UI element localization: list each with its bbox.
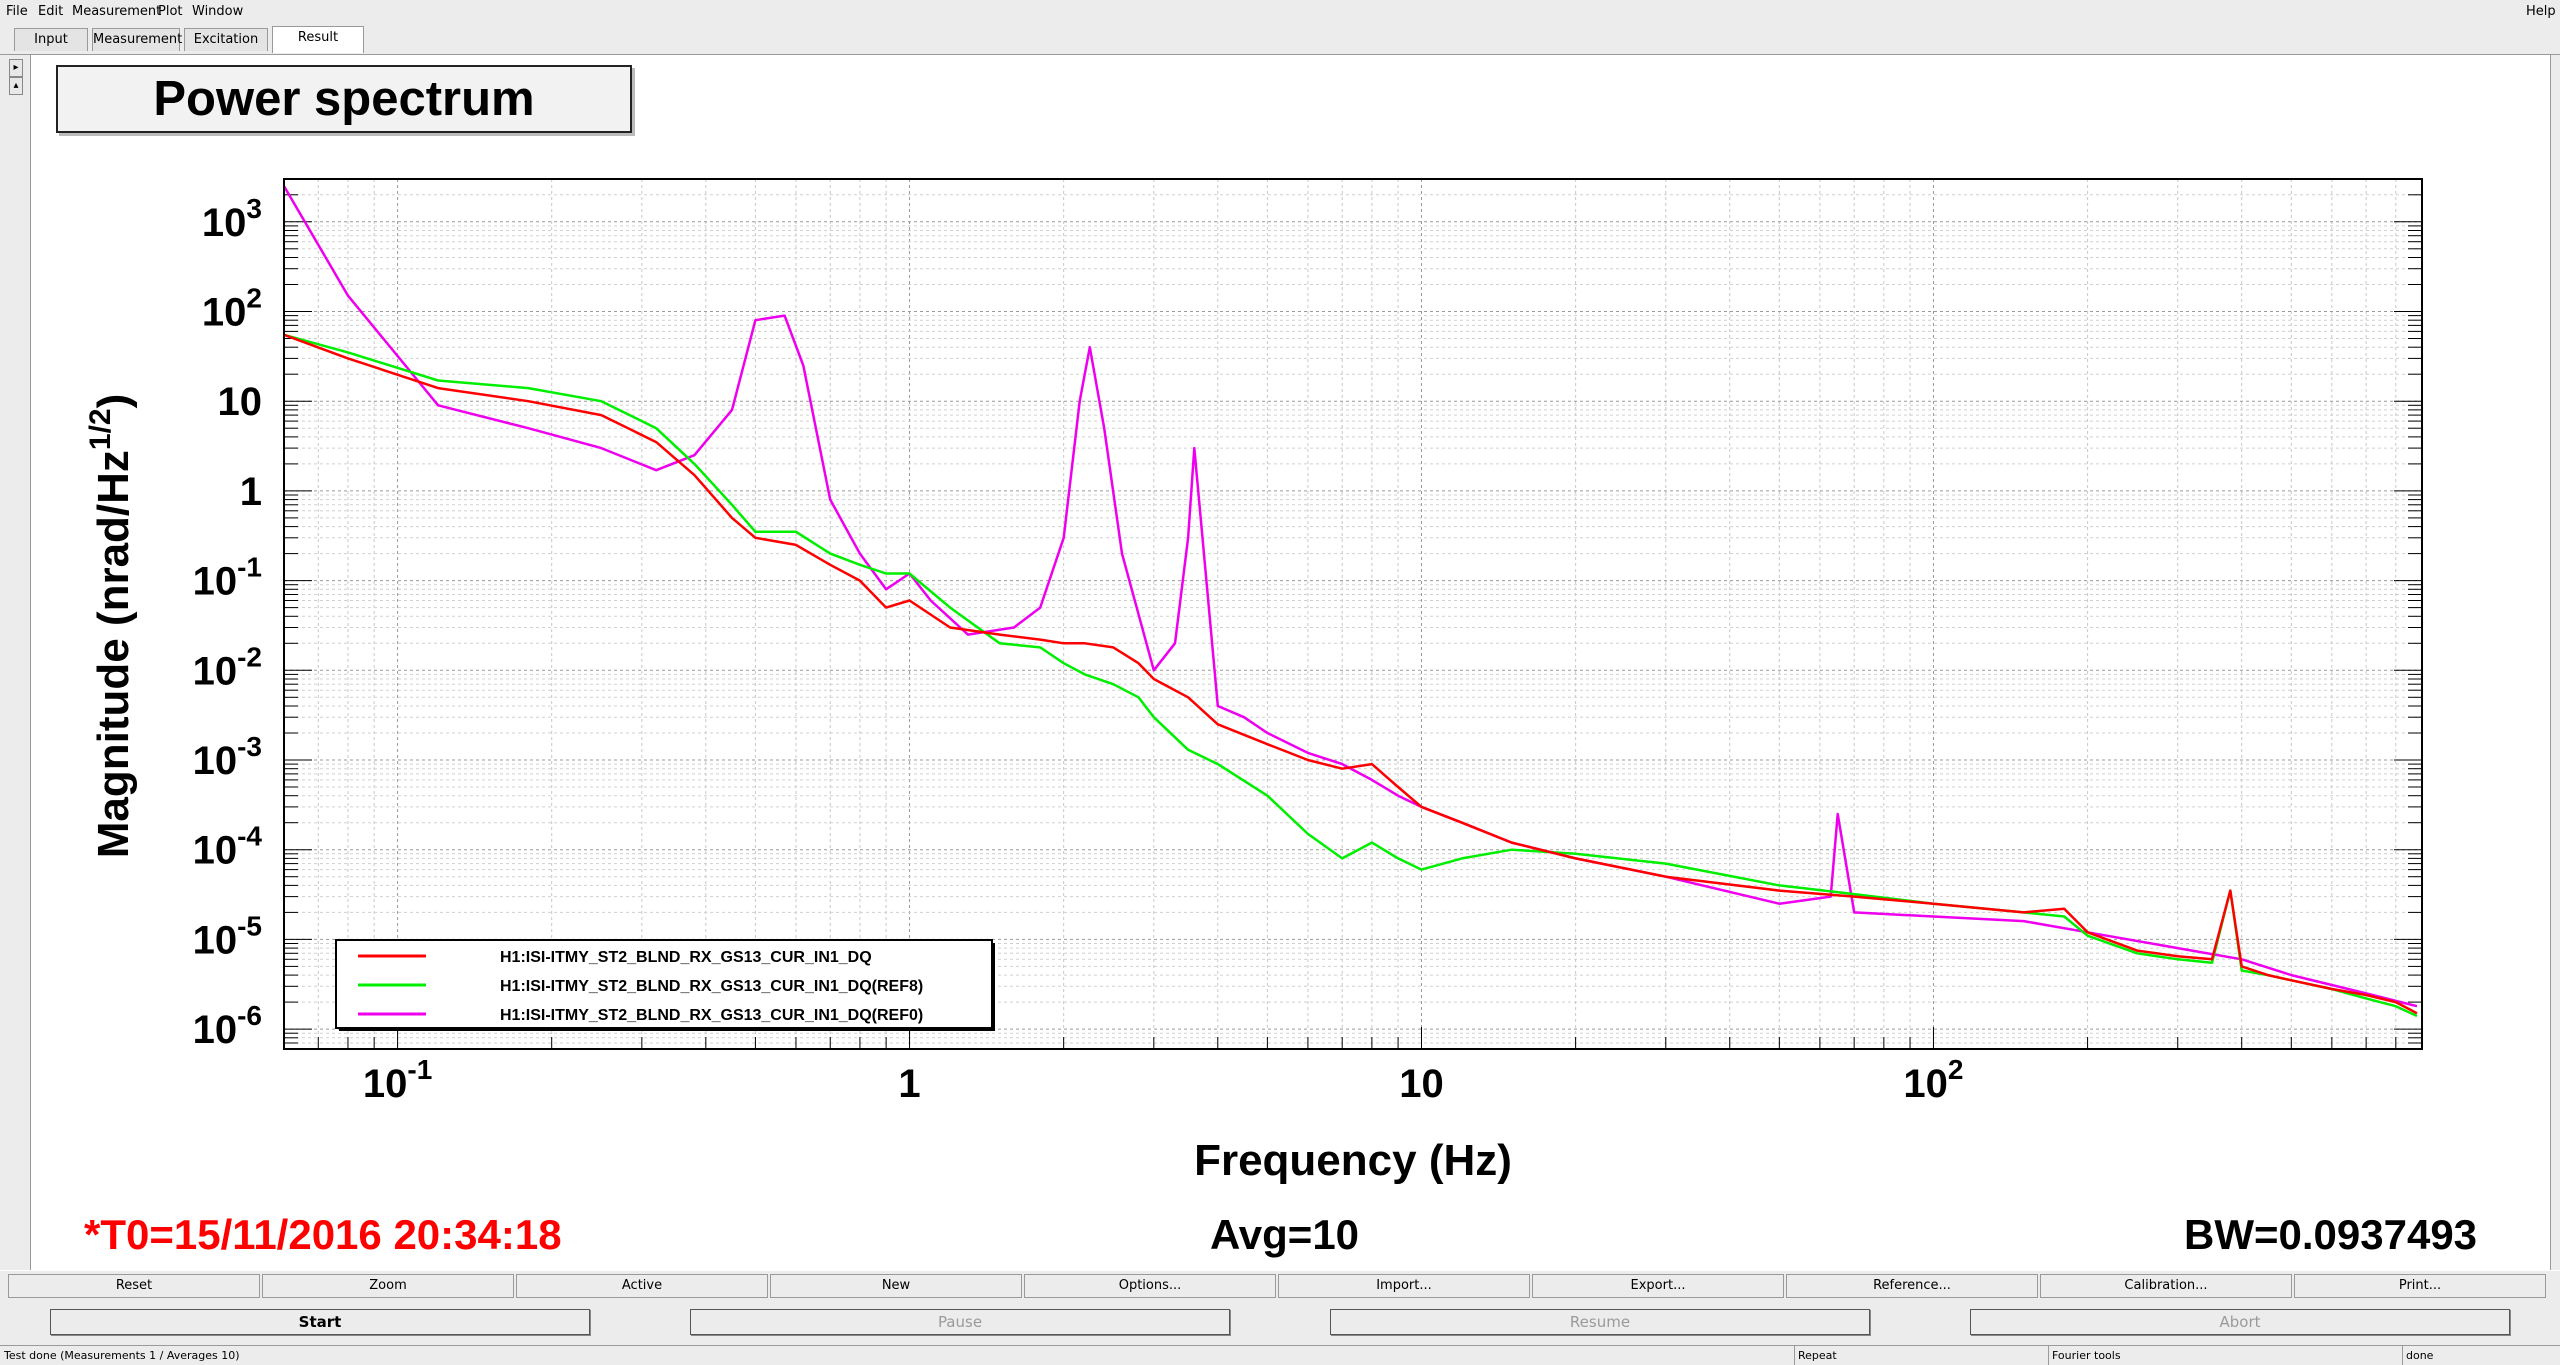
- y-tick-label: 102: [202, 282, 262, 334]
- toolbar-calibration-button[interactable]: Calibration...: [2040, 1274, 2292, 1298]
- bandwidth-label: BW=0.0937493: [2184, 1211, 2478, 1258]
- y-tick-label: 1: [240, 470, 262, 514]
- y-axis-label: Magnitude (nrad/Hz1/2): [84, 394, 138, 859]
- legend: H1:ISI-ITMY_ST2_BLND_RX_GS13_CUR_IN1_DQ H…: [335, 939, 995, 1031]
- control-bar: Start Pause Resume Abort: [0, 1301, 2560, 1345]
- plot-frame: [283, 178, 2423, 1050]
- status-state: done: [2406, 1349, 2434, 1362]
- status-bar: Test done (Measurements 1 / Averages 10)…: [0, 1345, 2560, 1365]
- toolbar-zoom-button[interactable]: Zoom: [262, 1274, 514, 1298]
- toolbar-new-button[interactable]: New: [770, 1274, 1022, 1298]
- toolbar-options-button[interactable]: Options...: [1024, 1274, 1276, 1298]
- x-axis-label: Frequency (Hz): [1194, 1136, 1512, 1185]
- menu-window[interactable]: Window: [192, 4, 244, 19]
- x-tick-label: 10: [1399, 1062, 1444, 1106]
- menu-plot[interactable]: Plot: [158, 4, 183, 19]
- y-axis-label-main: Magnitude (nrad/Hz: [89, 450, 138, 858]
- menu-bar: File Edit Measurement Plot Window Help: [0, 0, 2560, 24]
- toolbar-import-button[interactable]: Import...: [1278, 1274, 1530, 1298]
- toolbar-print-button[interactable]: Print...: [2294, 1274, 2546, 1298]
- left-gutter: ▸ ▴: [0, 55, 31, 1270]
- right-gutter: [2550, 55, 2560, 1270]
- y-tick-label: 10-2: [193, 641, 262, 693]
- x-tick-label: 1: [898, 1062, 920, 1106]
- plot-title: Power spectrum: [56, 65, 632, 133]
- legend-label: H1:ISI-ITMY_ST2_BLND_RX_GS13_CUR_IN1_DQ(…: [500, 978, 923, 995]
- pause-button[interactable]: Pause: [690, 1309, 1230, 1335]
- y-tick-label: 10-4: [193, 821, 263, 873]
- y-axis-label-exponent: 1/2: [84, 408, 117, 450]
- y-tick-label: 10-6: [193, 1000, 262, 1052]
- collapse-up-icon[interactable]: ▴: [9, 77, 23, 95]
- tab-result[interactable]: Result: [272, 26, 364, 53]
- y-tick-label: 103: [202, 193, 262, 245]
- status-tools: Fourier tools: [2048, 1346, 2403, 1365]
- series-line: [282, 185, 2418, 1008]
- series-lines: [282, 185, 2418, 1018]
- abort-button[interactable]: Abort: [1970, 1309, 2510, 1335]
- legend-box: [335, 939, 993, 1029]
- y-tick-label: 10: [218, 380, 263, 424]
- start-button[interactable]: Start: [50, 1309, 590, 1335]
- tab-input[interactable]: Input: [14, 28, 88, 51]
- status-message: Test done (Measurements 1 / Averages 10): [0, 1346, 1795, 1365]
- series-line: [283, 333, 2418, 1015]
- expand-right-icon[interactable]: ▸: [9, 59, 23, 77]
- y-tick-label: 10-5: [193, 910, 262, 962]
- x-tick-label: 10-1: [363, 1054, 432, 1106]
- tick-labels: 10-1 1 10 10210310210110-110-210-310-410-51…: [193, 193, 1964, 1106]
- toolbar-reset-button[interactable]: Reset: [8, 1274, 260, 1298]
- toolbar-reference-button[interactable]: Reference...: [1786, 1274, 2038, 1298]
- menu-help[interactable]: Help: [2526, 4, 2556, 19]
- power-spectrum-chart[interactable]: 10-1 1 10 10210310210110-110-210-310-410-51…: [0, 0, 2560, 1270]
- tab-excitation[interactable]: Excitation: [184, 28, 268, 51]
- series-line: [283, 333, 2418, 1018]
- y-tick-label: 10-1: [193, 552, 262, 604]
- plot-toolbar: Reset Zoom Active New Options... Import... Exp…: [0, 1271, 2560, 1301]
- menu-file[interactable]: File: [6, 4, 28, 19]
- toolbar-active-button[interactable]: Active: [516, 1274, 768, 1298]
- tab-bar: Input Measurement Excitation Result: [0, 24, 2560, 55]
- status-repeat: Repeat: [1794, 1346, 2049, 1365]
- t0-timestamp: *T0=15/11/2016 20:34:18: [84, 1211, 562, 1258]
- axis-ticks: [283, 178, 2423, 1050]
- toolbar-export-button[interactable]: Export...: [1532, 1274, 1784, 1298]
- averages-label: Avg=10: [1210, 1211, 1360, 1258]
- x-tick-label: 102: [1903, 1054, 1963, 1106]
- resume-button[interactable]: Resume: [1330, 1309, 1870, 1335]
- y-axis-label-close: ): [89, 394, 138, 409]
- plot-canvas: [31, 55, 2549, 1270]
- tab-measurement[interactable]: Measurement: [92, 28, 182, 51]
- legend-label: H1:ISI-ITMY_ST2_BLND_RX_GS13_CUR_IN1_DQ(…: [500, 1007, 923, 1024]
- legend-label: H1:ISI-ITMY_ST2_BLND_RX_GS13_CUR_IN1_DQ: [500, 949, 872, 966]
- grid-lines: [283, 178, 2423, 1050]
- y-tick-label: 10-3: [193, 731, 262, 783]
- menu-edit[interactable]: Edit: [38, 4, 64, 19]
- menu-measurement[interactable]: Measurement: [72, 4, 162, 19]
